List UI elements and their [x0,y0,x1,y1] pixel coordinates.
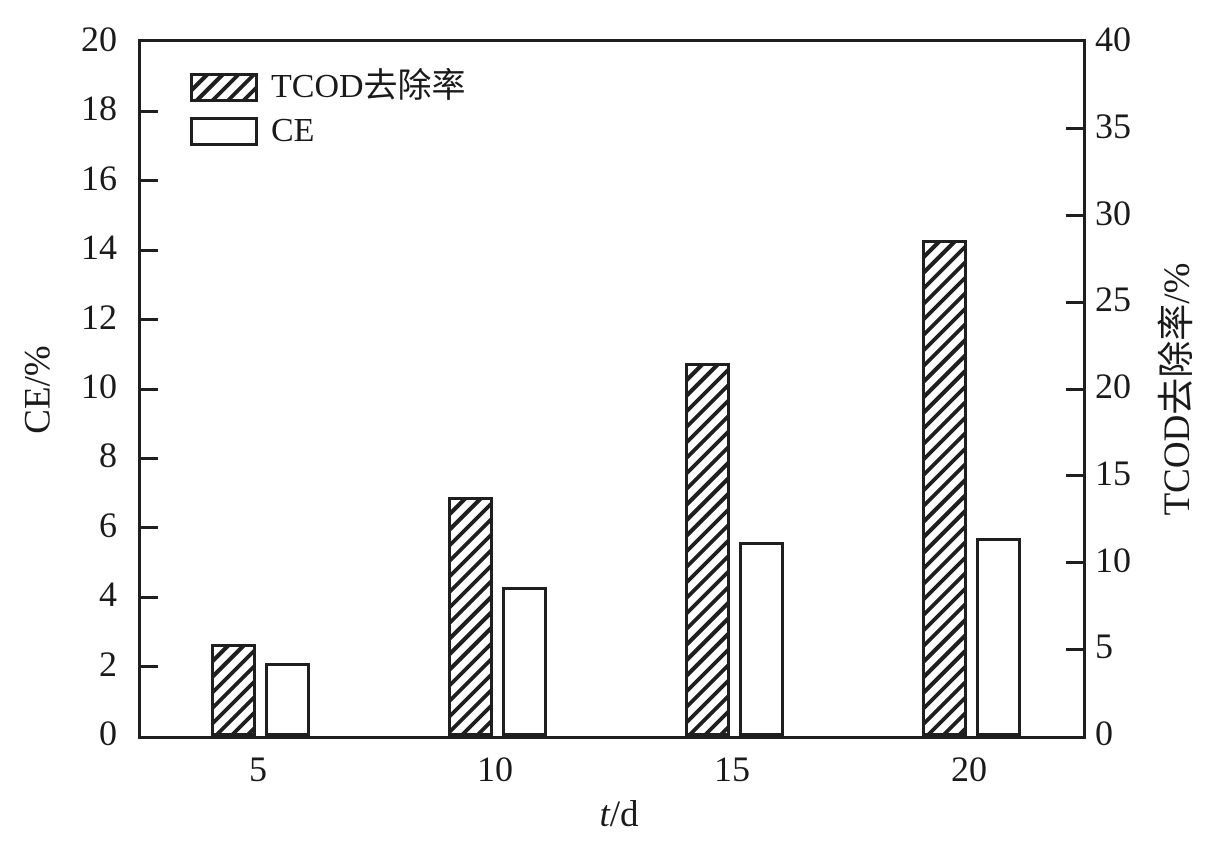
left-axis-tick-12 [141,318,158,322]
left-axis-tick-10 [141,387,158,391]
right-axis-tick-5 [1066,647,1083,651]
right-axis-tick-label-5: 5 [1095,626,1113,667]
left-axis-tick-label-12: 12 [81,296,117,337]
left-axis-tick-label-4: 4 [99,574,117,615]
left-axis-tick-6 [141,526,158,530]
x-axis-tick-label-20: 20 [951,749,987,789]
right-axis-tick-label-0: 0 [1095,713,1113,753]
right-axis-tick-label-30: 30 [1095,192,1131,233]
legend: TCOD去除率 CE [190,70,466,158]
legend-swatch-open [190,116,258,146]
right-axis-tick-25 [1066,300,1083,304]
bar-tcod-t20 [922,240,967,736]
right-axis-tick-label-15: 15 [1095,452,1131,493]
legend-entry-tcod: TCOD去除率 [190,70,466,104]
left-axis-tick-16 [141,179,158,183]
left-axis-tick-label-0: 0 [99,713,117,753]
bar-ce-t20 [976,538,1021,736]
right-axis-tick-label-10: 10 [1095,539,1131,580]
left-axis-tick-8 [141,456,158,460]
left-axis-tick-label-20: 20 [81,19,117,59]
bar-tcod-t5 [211,644,256,736]
right-axis-title: TCOD去除率/% [1157,262,1198,516]
left-axis-tick-label-8: 8 [99,435,117,476]
left-axis-tick-14 [141,248,158,252]
legend-entry-ce: CE [190,114,466,148]
bar-ce-t10 [502,587,547,736]
right-axis-tick-15 [1066,474,1083,478]
legend-label-tcod: TCOD去除率 [271,68,466,105]
bar-tcod-t15 [685,363,730,736]
plot-area: TCOD去除率 CE [138,39,1086,739]
right-axis-tick-35 [1066,127,1083,131]
bar-ce-t15 [739,542,784,736]
x-axis-title: t/d [549,793,689,836]
x-axis-variable: t [599,794,610,835]
left-axis-tick-18 [141,109,158,113]
right-axis-tick-label-20: 20 [1095,366,1131,406]
left-axis-tick-label-18: 18 [81,88,117,129]
x-axis-tick-label-10: 10 [477,749,513,789]
bar-ce-t5 [265,663,310,736]
right-axis-tick-20 [1066,387,1083,391]
left-axis-tick-4 [141,595,158,599]
legend-label-ce: CE [271,112,315,149]
left-axis-tick-label-2: 2 [99,643,117,684]
x-axis-tick-label-5: 5 [249,749,267,789]
right-axis-tick-label-25: 25 [1095,279,1131,320]
bar-tcod-t10 [448,497,493,736]
right-axis-tick-30 [1066,214,1083,217]
x-axis-unit: /d [609,794,639,835]
right-axis-tick-10 [1066,561,1083,564]
right-axis-tick-label-40: 40 [1095,19,1131,59]
left-axis-tick-label-14: 14 [81,227,117,268]
left-axis-tick-label-16: 16 [81,157,117,198]
right-axis-tick-label-35: 35 [1095,105,1131,146]
legend-swatch-hatched [190,72,258,102]
left-axis-tick-2 [141,665,158,669]
x-axis-tick-label-15: 15 [714,749,750,789]
left-axis-tick-label-6: 6 [99,504,117,545]
left-axis-tick-label-10: 10 [81,366,117,406]
